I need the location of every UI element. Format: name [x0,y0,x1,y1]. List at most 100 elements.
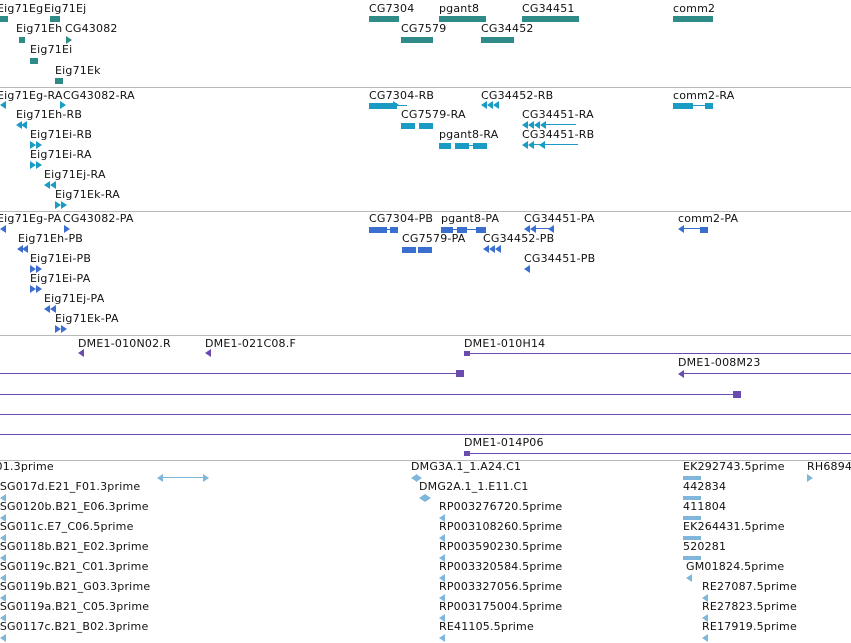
feature-label[interactable]: RP003276720.5prime [439,500,563,513]
feature-label[interactable]: CG7304-PB [369,212,434,225]
feature-label[interactable]: Eig71Ej [44,2,87,15]
feature-glyph[interactable] [402,247,416,253]
feature-label[interactable]: Eig71Ej-PA [44,292,105,305]
feature-glyph[interactable] [705,103,713,109]
feature-glyph[interactable] [390,227,398,233]
feature-label[interactable]: CG7304 [369,2,415,15]
feature-label[interactable]: RP003175004.5prime [439,600,563,613]
feature-label[interactable]: Eig71Eh-RB [16,108,83,121]
feature-line[interactable] [684,228,702,229]
feature-label[interactable]: Eig71Ek [55,64,101,77]
feature-line[interactable] [0,394,733,395]
feature-glyph[interactable] [683,556,701,560]
feature-label[interactable]: 520281 [683,540,727,553]
feature-label[interactable]: CG43082-PA [63,212,134,225]
feature-glyph[interactable] [700,227,708,233]
feature-glyph[interactable] [522,16,579,22]
feature-line[interactable] [469,145,475,146]
feature-line[interactable] [536,228,550,229]
feature-line[interactable] [453,229,459,230]
feature-glyph[interactable] [369,227,387,233]
feature-line[interactable] [397,105,407,106]
feature-label[interactable]: GM01824.5prime [686,560,785,573]
feature-label[interactable]: DME1-010H14 [464,337,546,350]
feature-label[interactable]: CG34451-RB [522,128,595,141]
feature-glyph[interactable] [19,37,25,43]
feature-glyph[interactable] [55,78,63,84]
feature-label[interactable]: RSG017d.E21_F01.3prime [0,480,141,493]
feature-glyph[interactable] [673,16,713,22]
feature-label[interactable]: 442834 [683,480,727,493]
feature-glyph[interactable] [441,227,453,233]
feature-label[interactable]: CG7579 [401,22,447,35]
feature-label[interactable]: Eig71Eh [16,22,63,35]
feature-glyph[interactable] [50,16,60,22]
feature-label[interactable]: comm2-PA [678,212,739,225]
feature-glyph[interactable] [30,58,38,64]
feature-label[interactable]: RE27087.5prime [702,580,797,593]
feature-glyph[interactable] [401,37,433,43]
feature-line[interactable] [0,373,456,374]
feature-label[interactable]: comm2-RA [673,89,735,102]
feature-label[interactable]: CG34452-RB [481,89,554,102]
feature-label[interactable]: RE41105.5prime [439,620,534,633]
feature-glyph[interactable] [369,16,399,22]
feature-label[interactable]: RP003327056.5prime [439,580,563,593]
feature-label[interactable]: CG34451-RA [522,108,594,121]
feature-label[interactable]: DME1-014P06 [464,436,544,449]
feature-label[interactable]: CG43082-RA [63,89,135,102]
feature-label[interactable]: RP003320584.5prime [439,560,563,573]
feature-glyph[interactable] [439,143,451,149]
feature-glyph[interactable] [456,370,464,377]
feature-label[interactable]: CG34452 [481,22,534,35]
feature-line[interactable] [546,124,576,125]
feature-label[interactable]: RSG011c.E7_C06.5prime [0,520,134,533]
feature-label[interactable]: RSG0119a.B21_C05.3prime [0,600,150,613]
feature-glyph[interactable] [439,16,486,22]
feature-line[interactable] [684,373,851,374]
feature-glyph[interactable] [455,143,469,149]
feature-line[interactable] [163,477,203,478]
feature-glyph[interactable] [481,37,514,43]
feature-glyph[interactable] [369,103,397,109]
feature-label[interactable]: RSG0120b.B21_E06.3prime [0,500,149,513]
feature-label[interactable]: RE17919.5prime [702,620,797,633]
feature-line[interactable] [693,105,711,106]
feature-label[interactable]: RH6894 [807,460,851,473]
feature-label[interactable]: CG7304-RB [369,89,435,102]
feature-label[interactable]: RE27823.5prime [702,600,797,613]
feature-label[interactable]: Eig71Eg-RA [0,89,63,102]
feature-line[interactable] [470,353,851,354]
feature-glyph[interactable] [733,391,741,398]
feature-glyph[interactable] [476,227,486,233]
feature-label[interactable]: pgant8-RA [439,128,499,141]
feature-label[interactable]: DME1-021C08.F [205,337,296,350]
feature-label[interactable]: Eig71Ek-PA [55,312,119,325]
feature-label[interactable]: RP003590230.5prime [439,540,563,553]
feature-label[interactable]: CG34451-PA [524,212,595,225]
feature-label[interactable]: Eig71Eg-PA [0,212,62,225]
feature-glyph[interactable] [401,123,415,129]
feature-label[interactable]: pgant8 [439,2,480,15]
feature-label[interactable]: Eig71Ej-RA [44,168,106,181]
feature-label[interactable]: Eig71Ei [30,43,73,56]
feature-label[interactable]: RSG0118b.B21_E02.3prime [0,540,149,553]
feature-label[interactable]: Eig71Ei-PA [30,272,91,285]
feature-glyph[interactable] [419,123,433,129]
feature-label[interactable]: DMG2A.1_1.E11.C1 [419,480,529,493]
feature-label[interactable]: CG34451 [522,2,575,15]
feature-label[interactable]: 411804 [683,500,727,513]
feature-glyph[interactable] [683,516,701,520]
feature-label[interactable]: Eig71Ei-PB [30,252,92,265]
feature-glyph[interactable] [683,496,701,500]
feature-glyph[interactable] [683,536,701,540]
feature-line[interactable] [534,144,578,145]
feature-label[interactable]: DMG3A.1_1.A24.C1 [411,460,522,473]
feature-line[interactable] [0,414,851,415]
feature-label[interactable]: DME1-010N02.R [78,337,171,350]
feature-glyph[interactable] [464,451,470,456]
feature-glyph[interactable] [673,103,693,109]
feature-label[interactable]: Eig71Ek-RA [55,188,120,201]
feature-label[interactable]: comm2 [673,2,716,15]
feature-label[interactable]: RSG0119b.B21_G03.3prime [0,580,151,593]
